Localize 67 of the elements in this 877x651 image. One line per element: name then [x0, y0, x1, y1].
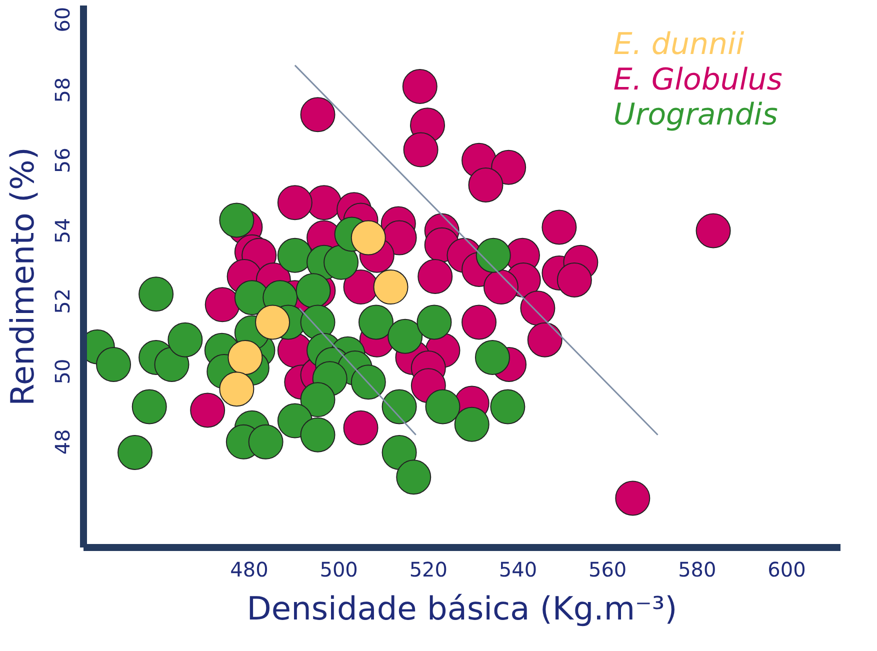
text: E. Globulus: [613, 62, 782, 98]
point: [96, 347, 132, 382]
point: [277, 185, 312, 220]
y-tick-label: 54: [50, 218, 74, 244]
point: [219, 202, 254, 238]
point: [138, 276, 174, 312]
point: [418, 259, 453, 294]
point: [382, 389, 417, 424]
point: [373, 270, 408, 305]
y-tick-label: 48: [50, 429, 74, 455]
point: [468, 168, 504, 202]
x-tick-label: 500: [320, 558, 358, 582]
point: [490, 389, 526, 424]
point: [204, 287, 240, 322]
point: [277, 238, 312, 273]
x-tick-label: 480: [230, 558, 268, 582]
y-axis-title: Rendimento (%): [4, 147, 42, 406]
point: [350, 220, 386, 256]
point: [350, 364, 386, 400]
y-tick-label: 58: [50, 77, 74, 103]
x-axis-title: Densidade básica (Kg.m⁻³): [246, 590, 678, 628]
point: [190, 392, 226, 428]
point: [343, 410, 378, 446]
point: [403, 132, 438, 168]
point: [483, 270, 518, 305]
x-tick-label: 580: [678, 558, 716, 582]
x-tick-label: 540: [498, 558, 538, 582]
x-tick-label: 560: [588, 558, 627, 582]
point: [168, 322, 203, 358]
point: [300, 417, 336, 452]
point: [520, 290, 556, 326]
point: [382, 435, 417, 470]
y-tick-label: 52: [50, 288, 74, 314]
point: [402, 68, 438, 104]
point: [416, 304, 452, 340]
point: [388, 318, 423, 354]
text: E. dunnii: [613, 27, 745, 62]
text: Urograndis: [613, 98, 778, 133]
point: [462, 304, 497, 340]
y-tick-label: 56: [50, 148, 74, 174]
point: [118, 435, 153, 470]
point: [248, 424, 284, 460]
point: [491, 150, 526, 185]
point: [425, 389, 460, 424]
point: [615, 480, 650, 516]
point: [454, 406, 490, 442]
point: [132, 389, 167, 424]
point: [396, 460, 432, 495]
x-tick-label: 520: [409, 558, 448, 582]
point: [219, 372, 254, 407]
point: [228, 340, 263, 375]
y-tick-label: 50: [50, 358, 74, 384]
point: [255, 304, 290, 340]
point: [542, 210, 577, 245]
point: [474, 340, 510, 375]
point: [154, 347, 190, 382]
x-tick-label: 600: [768, 558, 806, 582]
point: [358, 304, 394, 340]
point: [696, 213, 731, 248]
point: [476, 238, 511, 273]
point: [300, 97, 336, 132]
point: [556, 262, 592, 298]
y-tick-label: 60: [50, 6, 74, 32]
point: [527, 322, 562, 358]
point: [324, 244, 359, 280]
point: [300, 382, 336, 418]
point: [296, 273, 331, 308]
